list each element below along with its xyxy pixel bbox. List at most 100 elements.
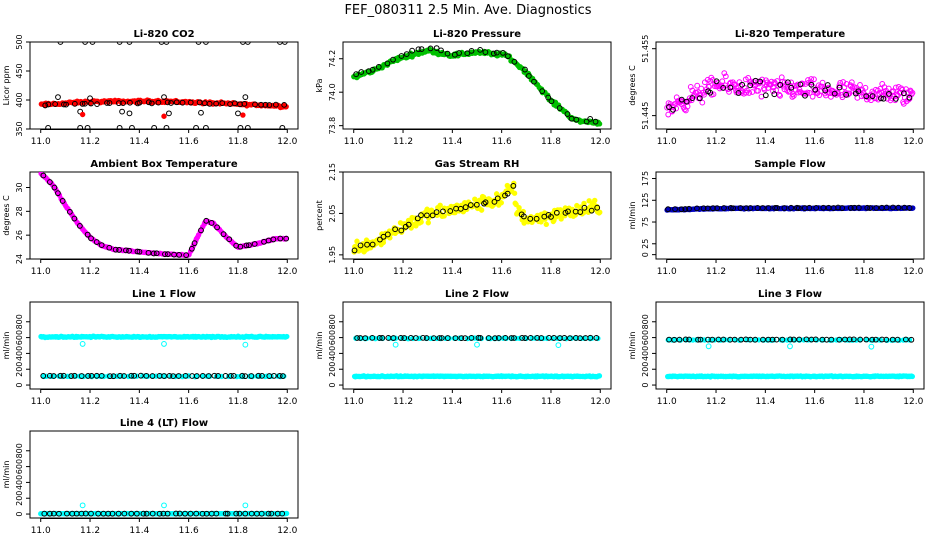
data-point — [203, 217, 210, 224]
data-point — [573, 116, 580, 123]
data-point — [369, 334, 376, 341]
data-point — [597, 209, 603, 215]
data-point — [376, 335, 383, 341]
x-tick-label: 11.0 — [344, 137, 364, 147]
data-point — [219, 100, 226, 106]
data-point — [78, 510, 85, 517]
data-point — [759, 205, 766, 211]
outlier-point — [239, 42, 246, 45]
data-point — [241, 100, 248, 107]
data-point — [215, 373, 221, 379]
data-point — [456, 50, 462, 56]
data-point — [890, 204, 896, 211]
plot-area — [664, 336, 916, 380]
data-point — [694, 82, 701, 89]
outlier-point — [242, 94, 249, 100]
plot-area — [38, 172, 290, 259]
x-tick-label: 12.0 — [903, 267, 923, 277]
y-tick-label: 0 — [641, 252, 650, 257]
data-point — [799, 81, 806, 88]
data-point — [527, 334, 534, 341]
data-point — [193, 510, 200, 517]
data-point — [482, 49, 489, 56]
data-point — [283, 235, 290, 242]
data-point — [66, 208, 73, 215]
data-point — [136, 99, 143, 106]
x-tick-label: 11.2 — [393, 397, 413, 407]
data-point — [587, 116, 594, 122]
x-tick-label: 11.0 — [657, 397, 677, 407]
data-point — [57, 372, 64, 379]
data-point — [440, 208, 446, 215]
outlier-point — [705, 343, 712, 350]
data-point — [777, 92, 783, 99]
data-point — [63, 510, 70, 517]
data-point — [561, 335, 568, 341]
data-point — [772, 204, 779, 211]
data-point — [864, 204, 871, 211]
data-series-0 — [351, 373, 603, 380]
data-point — [104, 100, 110, 106]
data-point — [384, 60, 391, 67]
y-tick-label: 400 — [641, 346, 650, 361]
data-point — [727, 84, 734, 91]
data-point — [802, 92, 808, 99]
data-point — [262, 101, 269, 108]
data-point — [508, 335, 515, 341]
data-point — [494, 195, 501, 202]
data-point — [797, 81, 804, 88]
outlier-point — [161, 502, 167, 509]
data-point — [713, 78, 720, 85]
data-point — [700, 205, 707, 212]
data-point — [522, 335, 529, 341]
data-point — [577, 209, 584, 215]
data-point — [752, 336, 759, 343]
data-point — [143, 372, 150, 379]
data-point — [258, 510, 265, 517]
data-point — [796, 336, 803, 343]
data-point — [819, 79, 826, 86]
data-point — [665, 206, 671, 213]
data-point — [231, 100, 238, 107]
data-series-1 — [353, 45, 599, 125]
data-point — [403, 51, 410, 57]
data-point — [781, 205, 788, 211]
x-tick-label: 12.0 — [590, 397, 610, 407]
x-tick-label: 11.8 — [541, 267, 561, 277]
data-point — [730, 205, 737, 212]
data-point — [191, 240, 198, 247]
x-tick-label: 11.0 — [657, 267, 677, 277]
data-point — [405, 221, 412, 228]
data-point — [789, 93, 796, 100]
panel-title: Gas Stream RH — [435, 159, 520, 170]
data-point — [392, 226, 399, 233]
data-point — [452, 335, 459, 341]
data-point — [481, 200, 487, 207]
plot-area — [38, 42, 289, 129]
data-point — [107, 373, 113, 380]
outlier-point — [129, 124, 135, 129]
data-point — [183, 252, 190, 259]
data-point — [252, 101, 258, 108]
panel-title: Li-820 CO2 — [133, 29, 194, 40]
data-point — [773, 336, 780, 343]
y-axis-label: ml/min — [628, 332, 637, 360]
data-point — [880, 95, 887, 102]
data-point — [84, 231, 91, 238]
data-point — [883, 336, 890, 343]
plot-area — [351, 180, 603, 255]
data-point — [548, 213, 554, 220]
data-point — [128, 510, 135, 517]
data-point — [115, 100, 122, 107]
x-tick-label: 12.0 — [590, 137, 610, 147]
data-point — [131, 372, 138, 379]
data-point — [148, 100, 155, 107]
data-point — [543, 221, 549, 228]
data-point — [116, 247, 122, 253]
data-point — [855, 88, 862, 95]
data-point — [689, 95, 696, 101]
data-point — [673, 94, 680, 101]
data-point — [556, 105, 563, 111]
data-point — [364, 241, 370, 248]
data-point — [155, 99, 162, 106]
